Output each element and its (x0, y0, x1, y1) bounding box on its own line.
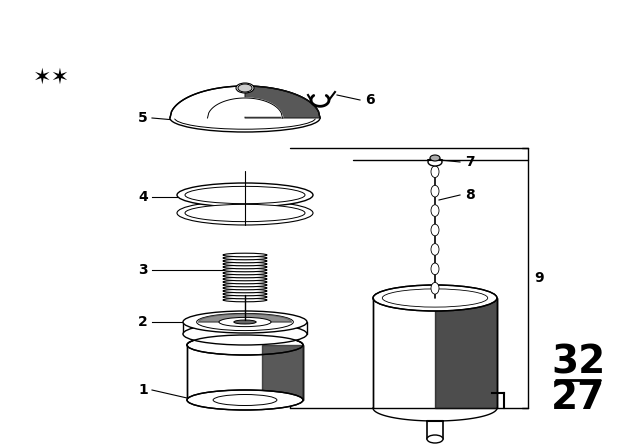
Ellipse shape (427, 435, 443, 443)
Ellipse shape (431, 185, 439, 197)
Ellipse shape (219, 317, 271, 327)
Ellipse shape (170, 104, 320, 132)
Ellipse shape (431, 224, 439, 236)
Ellipse shape (234, 320, 256, 324)
Text: 1: 1 (138, 383, 148, 397)
Ellipse shape (196, 314, 293, 331)
Ellipse shape (431, 263, 439, 275)
Ellipse shape (223, 274, 267, 278)
Ellipse shape (431, 205, 439, 216)
Ellipse shape (213, 395, 277, 405)
Text: 3: 3 (138, 263, 148, 277)
Text: 32: 32 (551, 343, 605, 381)
Polygon shape (245, 86, 320, 118)
Text: 7: 7 (465, 155, 475, 169)
Text: 27: 27 (551, 379, 605, 417)
Ellipse shape (431, 282, 439, 294)
Ellipse shape (183, 323, 307, 345)
Ellipse shape (185, 204, 305, 222)
Polygon shape (198, 314, 291, 322)
Ellipse shape (223, 286, 267, 290)
Ellipse shape (430, 155, 440, 161)
Ellipse shape (382, 289, 488, 307)
Ellipse shape (177, 201, 313, 225)
Ellipse shape (177, 183, 313, 207)
Ellipse shape (185, 186, 305, 204)
Ellipse shape (236, 83, 254, 93)
Ellipse shape (431, 244, 439, 255)
Ellipse shape (223, 280, 267, 284)
Ellipse shape (223, 292, 267, 296)
Ellipse shape (223, 289, 267, 293)
Ellipse shape (187, 390, 303, 410)
Ellipse shape (223, 265, 267, 269)
Ellipse shape (223, 268, 267, 272)
Ellipse shape (223, 295, 267, 299)
Text: 5: 5 (138, 111, 148, 125)
Ellipse shape (223, 298, 267, 302)
Ellipse shape (373, 285, 497, 311)
Ellipse shape (223, 253, 267, 257)
Ellipse shape (223, 259, 267, 263)
Ellipse shape (223, 271, 267, 275)
Text: 8: 8 (465, 188, 475, 202)
Text: 4: 4 (138, 190, 148, 204)
Ellipse shape (223, 283, 267, 287)
Ellipse shape (223, 262, 267, 266)
Text: 9: 9 (534, 271, 543, 285)
Text: ✶✶: ✶✶ (33, 68, 70, 88)
Polygon shape (170, 86, 320, 118)
Polygon shape (207, 98, 282, 118)
Text: 6: 6 (365, 93, 374, 107)
Text: 2: 2 (138, 315, 148, 329)
Ellipse shape (238, 84, 252, 92)
Ellipse shape (431, 166, 439, 177)
Polygon shape (435, 298, 497, 408)
Ellipse shape (175, 107, 316, 129)
Ellipse shape (183, 311, 307, 333)
Ellipse shape (428, 158, 442, 166)
Ellipse shape (223, 277, 267, 281)
Polygon shape (262, 345, 303, 400)
Ellipse shape (187, 335, 303, 355)
Ellipse shape (223, 256, 267, 260)
